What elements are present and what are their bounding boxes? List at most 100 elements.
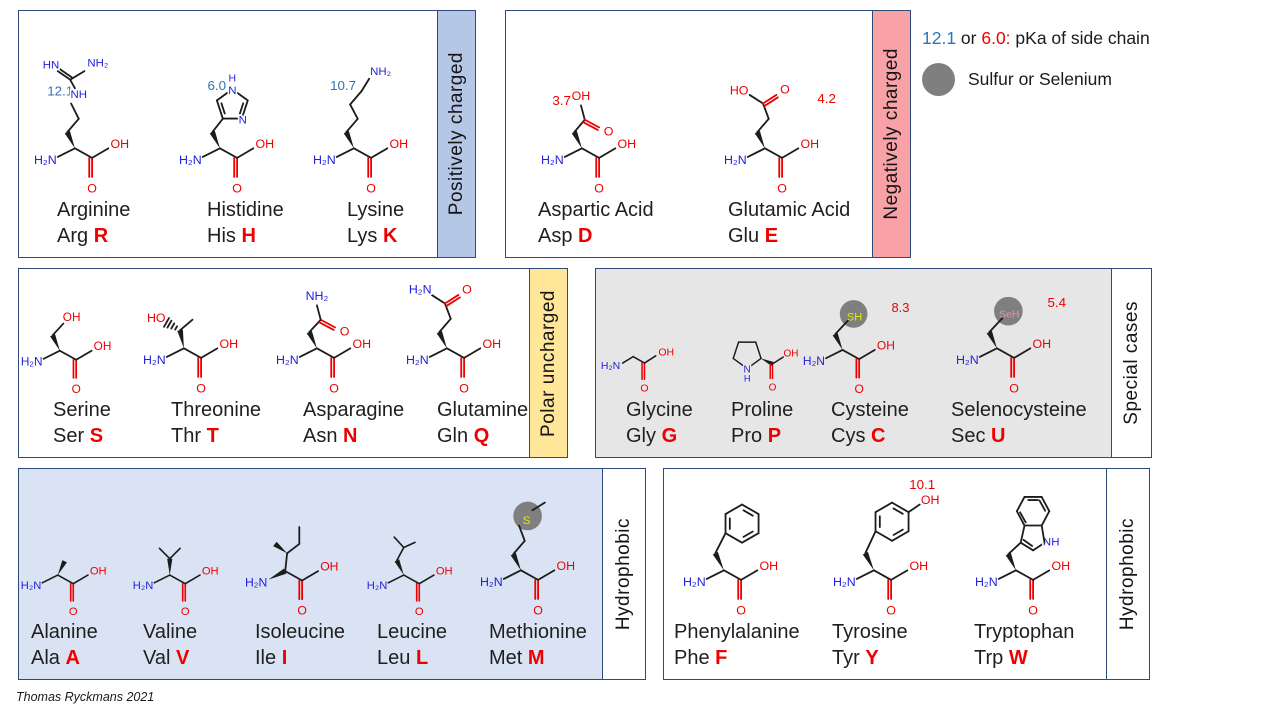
amino-acid-name: Aspartic Acid <box>538 199 654 221</box>
amino-acid-letter: E <box>764 225 779 247</box>
amino-acid-name: Methionine <box>489 621 587 643</box>
amino-acid-letter: V <box>175 647 190 669</box>
sulfur-legend: Sulfur or Selenium <box>922 63 1150 96</box>
group-positively-charged-acids: H₂N O OH 12.1 NH HN NH₂ Arginine Arg R H₂N O OH 6.0 N… <box>19 11 437 257</box>
amino-acid-cell-lys: H₂N O OH 10.7 NH₂ Lysine Lys K <box>309 11 437 257</box>
amino-acid-cell-trp: H₂N O OH NH Tryptophan Trp W <box>964 469 1106 679</box>
serine-structure: H₂N O OH OH <box>19 309 113 397</box>
amino-acid-cell-sec: H₂N O OH SeH 5.4 Selenocysteine Sec U <box>921 269 1111 457</box>
amino-acid-letter: L <box>415 647 429 669</box>
amino-acid-letter: R <box>93 225 109 247</box>
category-bar-label: Hydrophobic <box>1117 517 1138 631</box>
amino-acid-abbr: Trp <box>974 647 1004 669</box>
svg-text:H₂N: H₂N <box>541 153 564 167</box>
svg-text:HO: HO <box>147 311 166 325</box>
category-bar-label: Hydrophobic <box>613 517 634 631</box>
amino-acid-cell-val: H₂N O OH Valine Val V <box>131 469 243 679</box>
sulfur-circle-icon <box>922 63 955 96</box>
category-bar-label: Negatively charged <box>880 48 902 220</box>
amino-acid-cell-ile: H₂N O OH Isoleucine Ile I <box>243 469 365 679</box>
amino-acid-abbr: Lys <box>347 225 378 247</box>
glutamic-acid-structure: H₂N O OH HO O 4.2 <box>722 81 837 197</box>
amino-acid-name: Lysine <box>347 199 405 221</box>
svg-text:H₂N: H₂N <box>21 355 43 369</box>
svg-text:H₂N: H₂N <box>724 153 747 167</box>
svg-text:O: O <box>462 282 472 296</box>
amino-acid-cell-his: H₂N O OH 6.0 N H N Histidine His H <box>169 11 309 257</box>
amino-acid-letter: U <box>991 425 1006 447</box>
amino-acid-letter: P <box>767 425 782 447</box>
legend: 12.1 or 6.0: pKa of side chain Sulfur or… <box>922 28 1150 96</box>
svg-text:OH: OH <box>482 337 501 351</box>
pka-legend: 12.1 or 6.0: pKa of side chain <box>922 28 1150 49</box>
amino-acid-abbr: Sec <box>951 425 986 447</box>
amino-acid-name: Histidine <box>207 199 284 221</box>
svg-text:O: O <box>329 382 339 396</box>
amino-acid-code: Gln Q <box>437 423 529 449</box>
svg-text:N: N <box>239 115 247 127</box>
pka-red-example: 6.0: <box>981 28 1011 48</box>
amino-acid-name: Proline <box>731 399 794 421</box>
amino-acid-name: Glutamine <box>437 399 529 421</box>
tryptophan-structure: H₂N O OH NH <box>973 496 1072 619</box>
svg-text:10.1: 10.1 <box>909 477 935 492</box>
svg-text:O: O <box>854 382 863 396</box>
svg-text:NH₂: NH₂ <box>306 289 329 303</box>
svg-text:H₂N: H₂N <box>133 580 154 592</box>
svg-text:OH: OH <box>877 338 895 352</box>
category-bar-hydrophobic-aromatic: Hydrophobic <box>1106 469 1149 679</box>
amino-acid-abbr: Leu <box>377 647 411 669</box>
svg-text:OH: OH <box>556 559 575 573</box>
group-polar-uncharged: H₂N O OH OH Serine Ser S H₂N O OH HO Threonine Thr … <box>18 268 568 458</box>
svg-text:NH₂: NH₂ <box>87 57 108 69</box>
svg-text:4.2: 4.2 <box>817 91 836 106</box>
amino-acid-letter: H <box>241 225 256 247</box>
proline-structure: NH O OH <box>732 341 800 395</box>
svg-text:SeH: SeH <box>999 310 1019 321</box>
group-hydrophobic-aliphatic-acids: H₂N O OH Alanine Ala A H₂N O OH Valine Val V H₂N O O… <box>19 469 602 679</box>
svg-text:H₂N: H₂N <box>143 353 166 367</box>
amino-acid-cell-arg: H₂N O OH 12.1 NH HN NH₂ Arginine Arg R <box>19 11 169 257</box>
amino-acid-code: Gly G <box>626 423 701 449</box>
amino-acid-code: Sec U <box>951 423 1111 449</box>
group-special-cases: H₂N O OH Glycine Gly G N H O OH Proline Pro P H₂N O O… <box>595 268 1152 458</box>
svg-text:H₂N: H₂N <box>245 576 267 590</box>
amino-acid-name: Threonine <box>171 399 262 421</box>
svg-text:OH: OH <box>219 337 238 351</box>
amino-acid-abbr: Glu <box>728 225 760 247</box>
svg-text:6.0: 6.0 <box>208 78 227 93</box>
svg-text:O: O <box>459 382 469 396</box>
amino-acid-code: Trp W <box>974 645 1106 671</box>
amino-acid-abbr: Ala <box>31 647 60 669</box>
svg-text:N: N <box>228 85 236 97</box>
amino-acid-cell-ser: H₂N O OH OH Serine Ser S <box>19 269 137 457</box>
amino-acid-name: Leucine <box>377 621 448 643</box>
amino-acid-cell-thr: H₂N O OH HO Threonine Thr T <box>137 269 269 457</box>
amino-acid-abbr: Gln <box>437 425 469 447</box>
amino-acid-abbr: Pro <box>731 425 763 447</box>
group-special-cases-acids: H₂N O OH Glycine Gly G N H O OH Proline Pro P H₂N O O… <box>596 269 1111 457</box>
amino-acid-abbr: Gly <box>626 425 656 447</box>
amino-acid-name: Arginine <box>57 199 131 221</box>
svg-text:NH: NH <box>70 89 87 101</box>
svg-text:O: O <box>886 604 896 618</box>
svg-text:OH: OH <box>759 559 778 573</box>
amino-acid-cell-gln: H₂N O OH H₂N O Glutamine Gln Q <box>403 269 529 457</box>
svg-text:H: H <box>744 374 751 384</box>
svg-text:H₂N: H₂N <box>803 354 825 368</box>
svg-text:O: O <box>366 182 376 196</box>
category-bar-negatively-charged: Negatively charged <box>872 11 910 257</box>
svg-text:OH: OH <box>94 339 112 353</box>
amino-acid-abbr: Phe <box>674 647 710 669</box>
amino-acid-name: Phenylalanine <box>674 621 800 643</box>
svg-text:HO: HO <box>730 83 749 97</box>
svg-text:H₂N: H₂N <box>975 575 998 589</box>
amino-acid-code: Lys K <box>347 223 437 249</box>
svg-text:OH: OH <box>320 560 338 574</box>
amino-acid-letter: G <box>661 425 678 447</box>
svg-text:OH: OH <box>436 566 453 578</box>
svg-text:H₂N: H₂N <box>276 353 299 367</box>
svg-text:H₂N: H₂N <box>409 282 432 296</box>
svg-text:HN: HN <box>43 59 60 71</box>
svg-text:O: O <box>594 182 604 196</box>
